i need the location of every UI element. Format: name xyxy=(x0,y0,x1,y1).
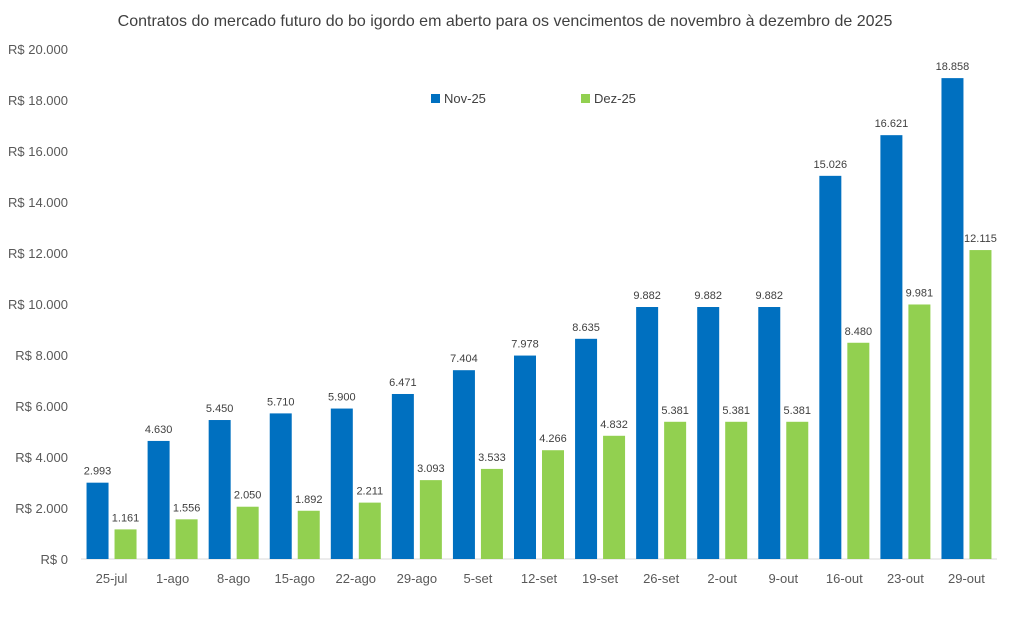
x-tick-label: 15-ago xyxy=(274,571,314,586)
bar-nov-25 xyxy=(636,307,659,559)
legend-swatch-dez-25 xyxy=(581,94,590,103)
x-tick-label: 8-ago xyxy=(217,571,250,586)
bar-nov-25 xyxy=(330,408,353,559)
data-label-dez-25: 12.115 xyxy=(964,233,997,245)
data-label-nov-25: 2.993 xyxy=(84,466,112,478)
y-tick-label: R$ 2.000 xyxy=(15,501,68,516)
bar-nov-25 xyxy=(86,482,109,559)
data-label-dez-25: 1.161 xyxy=(112,512,140,524)
data-label-nov-25: 9.882 xyxy=(756,290,784,302)
x-tick-label: 12-set xyxy=(521,571,558,586)
bar-nov-25 xyxy=(452,370,475,559)
bar-dez-25 xyxy=(542,450,564,559)
data-label-dez-25: 1.556 xyxy=(173,502,201,514)
y-tick-label: R$ 18.000 xyxy=(8,93,68,108)
data-label-nov-25: 5.900 xyxy=(328,392,356,404)
bar-nov-25 xyxy=(575,338,598,559)
x-tick-label: 9-out xyxy=(768,571,798,586)
x-axis: 25-jul 1-ago 8-ago 15-ago 22-ago 29-ago 5-set 1… xyxy=(96,571,986,586)
y-tick-label: R$ 14.000 xyxy=(8,195,68,210)
x-tick-label: 26-set xyxy=(643,571,680,586)
y-tick-label: R$ 4.000 xyxy=(15,450,68,465)
bar-dez-25 xyxy=(603,435,626,559)
data-label-dez-25: 5.381 xyxy=(661,405,689,417)
chart-title: Contratos do mercado futuro do bo igordo… xyxy=(118,13,893,30)
x-tick-label: 16-out xyxy=(826,571,863,586)
bar-dez-25 xyxy=(114,529,137,559)
x-tick-label: 19-set xyxy=(582,571,619,586)
y-tick-label: R$ 8.000 xyxy=(15,348,68,363)
bar-nov-25 xyxy=(758,307,781,559)
data-label-nov-25: 4.630 xyxy=(145,424,173,436)
y-tick-label: R$ 12.000 xyxy=(8,246,68,261)
y-axis: R$ 0 R$ 2.000 R$ 4.000 R$ 6.000 R$ 8.000 R$ 1… xyxy=(8,42,68,567)
bar-dez-25 xyxy=(908,304,931,559)
bar-nov-25 xyxy=(941,78,964,559)
legend-label-nov-25: Nov-25 xyxy=(444,91,486,106)
bar-dez-25 xyxy=(969,250,992,559)
data-label-nov-25: 15.026 xyxy=(814,159,848,171)
bar-nov-25 xyxy=(147,440,170,559)
bar-nov-25 xyxy=(880,135,903,560)
data-label-dez-25: 4.266 xyxy=(539,433,567,445)
x-tick-label: 29-out xyxy=(948,571,985,586)
bar-dez-25 xyxy=(236,506,259,559)
bar-nov-25 xyxy=(514,355,536,559)
x-tick-label: 29-ago xyxy=(397,571,437,586)
data-label-nov-25: 9.882 xyxy=(633,290,661,302)
bar-nov-25 xyxy=(819,175,842,559)
data-label-dez-25: 5.381 xyxy=(722,405,750,417)
bar-dez-25 xyxy=(175,519,198,559)
y-tick-label: R$ 10.000 xyxy=(8,297,68,312)
y-tick-label: R$ 16.000 xyxy=(8,144,68,159)
bar-nov-25 xyxy=(697,307,720,559)
data-label-dez-25: 5.381 xyxy=(784,405,812,417)
y-tick-label: R$ 20.000 xyxy=(8,42,68,57)
y-tick-label: R$ 0 xyxy=(41,552,68,567)
data-label-dez-25: 9.981 xyxy=(906,287,934,299)
x-tick-label: 25-jul xyxy=(96,571,128,586)
data-label-dez-25: 2.211 xyxy=(356,486,383,498)
bar-dez-25 xyxy=(786,421,809,559)
legend: Nov-25 Dez-25 xyxy=(431,91,636,106)
bar-dez-25 xyxy=(297,510,320,559)
data-label-nov-25: 5.450 xyxy=(206,403,234,415)
data-label-nov-25: 5.710 xyxy=(267,396,295,408)
data-label-nov-25: 16.621 xyxy=(875,118,909,130)
x-tick-label: 23-out xyxy=(887,571,924,586)
bar-dez-25 xyxy=(480,468,503,559)
x-tick-label: 5-set xyxy=(463,571,492,586)
data-label-nov-25: 7.978 xyxy=(511,339,539,351)
bar-dez-25 xyxy=(664,421,687,559)
bar-nov-25 xyxy=(391,393,414,559)
data-label-dez-25: 3.533 xyxy=(478,452,506,464)
data-label-dez-25: 1.892 xyxy=(295,494,323,506)
y-tick-label: R$ 6.000 xyxy=(15,399,68,414)
bar-nov-25 xyxy=(269,413,292,559)
bar-dez-25 xyxy=(358,502,381,559)
bar-dez-25 xyxy=(847,342,870,559)
bar-nov-25 xyxy=(208,420,231,559)
data-label-dez-25: 8.480 xyxy=(845,326,873,338)
data-label-nov-25: 9.882 xyxy=(694,290,722,302)
bars: 2.993 1.161 4.630 1.556 5.450 2.050 5.710 1.892… xyxy=(84,61,997,560)
legend-swatch-nov-25 xyxy=(431,94,440,103)
data-label-dez-25: 4.832 xyxy=(600,419,628,431)
x-tick-label: 22-ago xyxy=(336,571,376,586)
x-tick-label: 2-out xyxy=(707,571,737,586)
legend-label-dez-25: Dez-25 xyxy=(594,91,636,106)
data-label-dez-25: 3.093 xyxy=(417,463,445,475)
bar-dez-25 xyxy=(725,421,748,559)
bar-dez-25 xyxy=(419,480,442,559)
data-label-nov-25: 18.858 xyxy=(936,61,970,73)
x-tick-label: 1-ago xyxy=(156,571,189,586)
data-label-nov-25: 6.471 xyxy=(389,377,417,389)
data-label-nov-25: 8.635 xyxy=(572,322,600,334)
data-label-nov-25: 7.404 xyxy=(450,353,478,365)
data-label-dez-25: 2.050 xyxy=(234,490,262,502)
